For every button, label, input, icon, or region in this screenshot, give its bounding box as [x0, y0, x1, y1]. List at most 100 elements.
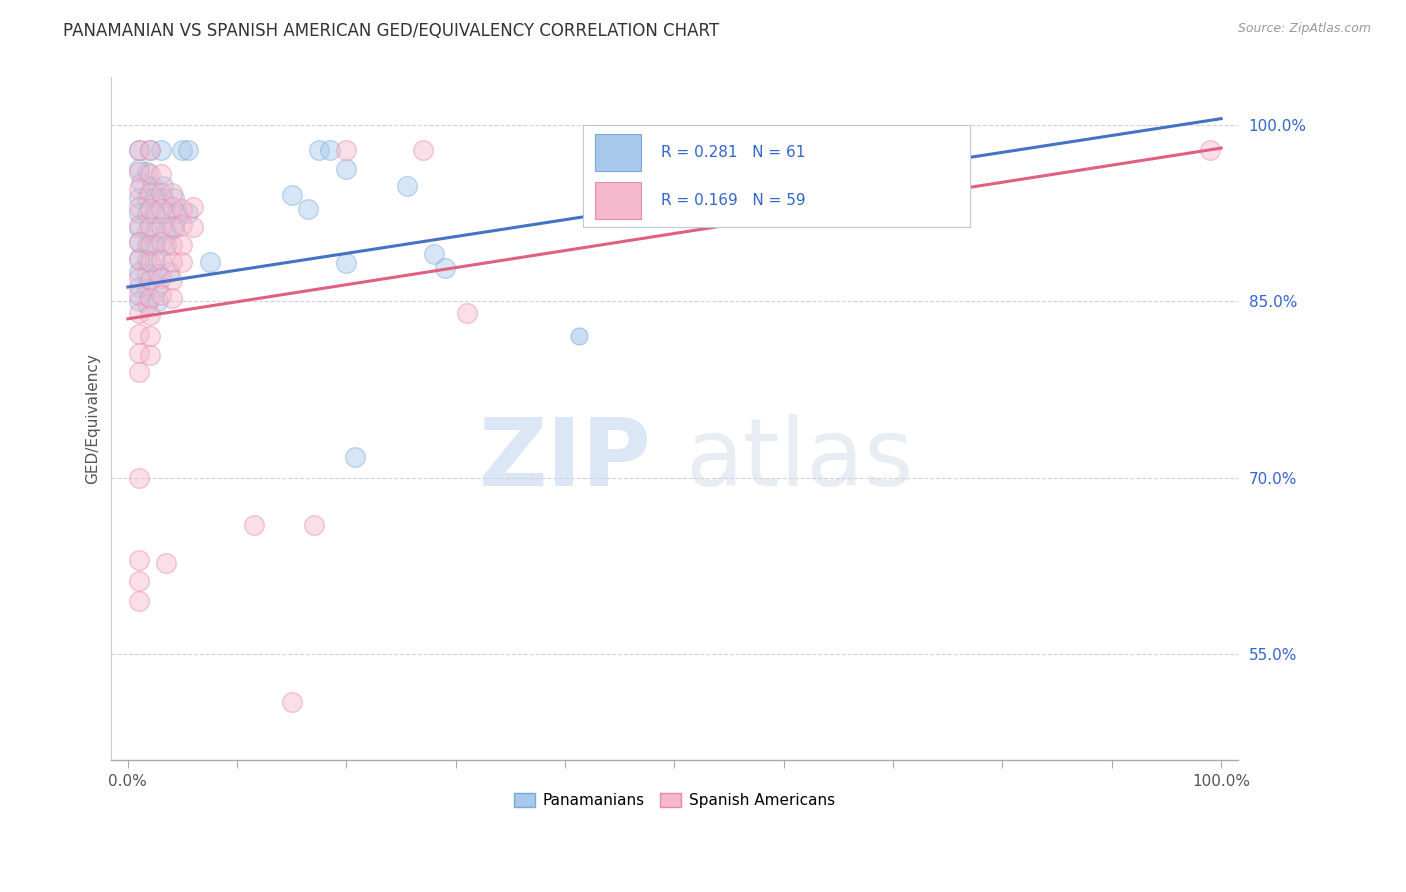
Point — [138, 273, 160, 287]
Point — [149, 144, 172, 158]
Point — [172, 202, 194, 217]
Point — [128, 235, 150, 250]
Point — [128, 200, 150, 214]
Point — [138, 167, 160, 181]
Point — [281, 694, 304, 708]
Point — [128, 327, 150, 342]
Point — [177, 144, 200, 158]
Legend: Panamanians, Spanish Americans: Panamanians, Spanish Americans — [508, 787, 841, 814]
Point — [149, 252, 172, 267]
Point — [423, 247, 446, 261]
Point — [138, 144, 160, 158]
Point — [1199, 144, 1222, 158]
Point — [166, 206, 188, 220]
Point — [143, 223, 166, 237]
Point — [456, 306, 478, 320]
Point — [433, 261, 456, 276]
Point — [172, 144, 194, 158]
FancyBboxPatch shape — [595, 134, 641, 171]
Point — [128, 270, 150, 285]
Point — [136, 164, 159, 178]
Point — [152, 190, 174, 204]
Point — [128, 182, 150, 196]
Point — [128, 252, 150, 267]
Point — [177, 206, 200, 220]
Point — [128, 190, 150, 204]
Point — [155, 237, 177, 252]
Point — [128, 574, 150, 589]
Point — [160, 255, 183, 269]
Y-axis label: GED/Equivalency: GED/Equivalency — [86, 353, 100, 484]
Point — [149, 167, 172, 181]
Point — [155, 206, 177, 220]
Point — [129, 177, 152, 191]
Point — [138, 186, 160, 200]
Point — [242, 517, 264, 532]
Point — [128, 294, 150, 309]
Point — [160, 291, 183, 305]
Point — [143, 237, 166, 252]
Point — [344, 450, 367, 464]
Point — [136, 206, 159, 220]
Point — [128, 218, 150, 232]
Point — [138, 202, 160, 217]
Point — [149, 219, 172, 234]
Point — [395, 178, 418, 193]
Point — [172, 218, 194, 232]
Point — [136, 267, 159, 281]
Text: Source: ZipAtlas.com: Source: ZipAtlas.com — [1237, 22, 1371, 36]
Point — [138, 308, 160, 322]
Point — [160, 273, 183, 287]
Point — [335, 144, 357, 158]
Point — [143, 190, 166, 204]
Point — [138, 219, 160, 234]
Point — [163, 190, 186, 204]
Point — [148, 280, 170, 294]
Point — [143, 206, 166, 220]
Point — [163, 221, 186, 235]
Point — [128, 164, 150, 178]
Point — [136, 296, 159, 310]
Point — [149, 288, 172, 302]
Point — [128, 221, 150, 235]
Point — [138, 255, 160, 269]
Point — [136, 223, 159, 237]
Point — [128, 144, 150, 158]
Text: ZIP: ZIP — [479, 414, 652, 506]
Point — [128, 265, 150, 279]
Point — [157, 265, 180, 279]
Point — [319, 144, 342, 158]
Point — [172, 255, 194, 269]
Point — [128, 251, 150, 265]
Point — [160, 200, 183, 214]
Point — [160, 219, 183, 234]
Point — [128, 346, 150, 360]
Point — [149, 186, 172, 200]
Point — [128, 594, 150, 608]
Point — [155, 556, 177, 570]
Text: R = 0.281   N = 61: R = 0.281 N = 61 — [661, 145, 806, 160]
Point — [148, 267, 170, 281]
Point — [155, 223, 177, 237]
Point — [308, 144, 330, 158]
Point — [138, 144, 160, 158]
Point — [281, 188, 304, 202]
Point — [335, 256, 357, 270]
Point — [138, 348, 160, 362]
Point — [183, 200, 205, 214]
Point — [160, 237, 183, 252]
Point — [136, 237, 159, 252]
Point — [138, 329, 160, 343]
Point — [183, 219, 205, 234]
Point — [148, 294, 170, 309]
Point — [143, 252, 166, 267]
Text: PANAMANIAN VS SPANISH AMERICAN GED/EQUIVALENCY CORRELATION CHART: PANAMANIAN VS SPANISH AMERICAN GED/EQUIV… — [63, 22, 720, 40]
Point — [297, 202, 319, 217]
FancyBboxPatch shape — [595, 182, 641, 219]
Point — [412, 144, 434, 158]
Point — [302, 517, 325, 532]
Point — [138, 291, 160, 305]
Point — [136, 282, 159, 296]
Point — [128, 365, 150, 379]
Point — [128, 162, 150, 177]
